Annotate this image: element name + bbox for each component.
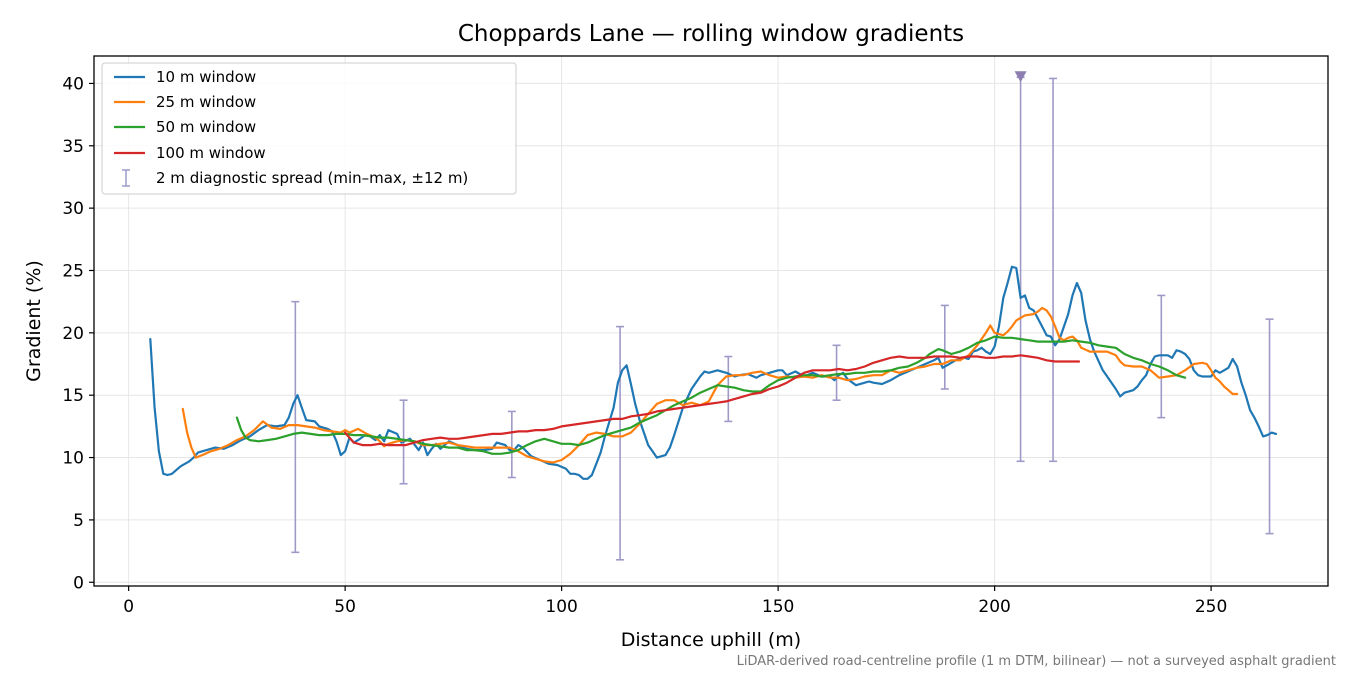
- spread-bar: [724, 355, 733, 423]
- series-line-1: [181, 306, 1239, 464]
- x-tick-label: 250: [1195, 597, 1227, 617]
- y-axis: 0 5 10 15 20 25 30 35 40: [62, 74, 94, 593]
- legend-label-50m: 50 m window: [156, 118, 256, 136]
- spread-bar: [940, 304, 949, 390]
- spread-bar: [1049, 77, 1058, 463]
- x-tick-label: 150: [762, 597, 794, 617]
- y-axis-label: Gradient (%): [23, 260, 45, 382]
- x-tick-label: 100: [545, 597, 577, 617]
- legend-label-spread: 2 m diagnostic spread (min–max, ±12 m): [156, 169, 468, 187]
- y-tick-label: 0: [73, 573, 84, 593]
- series-line-2: [235, 335, 1187, 455]
- y-tick-label: 30: [62, 199, 84, 219]
- spread-bar: [291, 300, 300, 554]
- x-axis: 0 50 100 150 200 250: [123, 586, 1227, 617]
- plot-area: [93, 55, 1329, 587]
- x-tick-label: 50: [334, 597, 356, 617]
- y-tick-label: 25: [62, 261, 84, 281]
- spread-bar: [1016, 76, 1025, 463]
- spread-bar: [616, 325, 625, 561]
- x-tick-label: 200: [978, 597, 1010, 617]
- legend: 10 m window 25 m window 50 m window 100 …: [101, 62, 517, 195]
- series-line-0: [149, 265, 1278, 480]
- spread-bar: [507, 410, 516, 479]
- x-axis-label: Distance uphill (m): [621, 629, 801, 651]
- y-tick-label: 15: [62, 386, 84, 406]
- series-line-3: [344, 354, 1081, 447]
- spread-max-marker: [1014, 71, 1027, 83]
- y-tick-label: 35: [62, 137, 84, 157]
- spread-bar: [1157, 294, 1166, 419]
- chart-title: Choppards Lane — rolling window gradient…: [458, 21, 964, 47]
- legend-label-100m: 100 m window: [156, 144, 266, 162]
- spread-bar: [1265, 318, 1274, 535]
- legend-swatch-spread: [122, 169, 130, 187]
- y-tick-label: 10: [62, 449, 84, 469]
- x-tick-label: 0: [123, 597, 134, 617]
- spread-bar: [832, 344, 841, 401]
- legend-label-25m: 25 m window: [156, 93, 256, 111]
- legend-label-10m: 10 m window: [156, 68, 256, 86]
- footnote: LiDAR-derived road-centreline profile (1…: [737, 654, 1336, 669]
- y-tick-label: 20: [62, 324, 84, 344]
- diagnostic-spread-bars: [291, 71, 1274, 561]
- y-tick-label: 5: [73, 511, 84, 531]
- series-lines: [149, 265, 1278, 480]
- legend-box: [101, 62, 517, 195]
- y-tick-label: 40: [62, 74, 84, 94]
